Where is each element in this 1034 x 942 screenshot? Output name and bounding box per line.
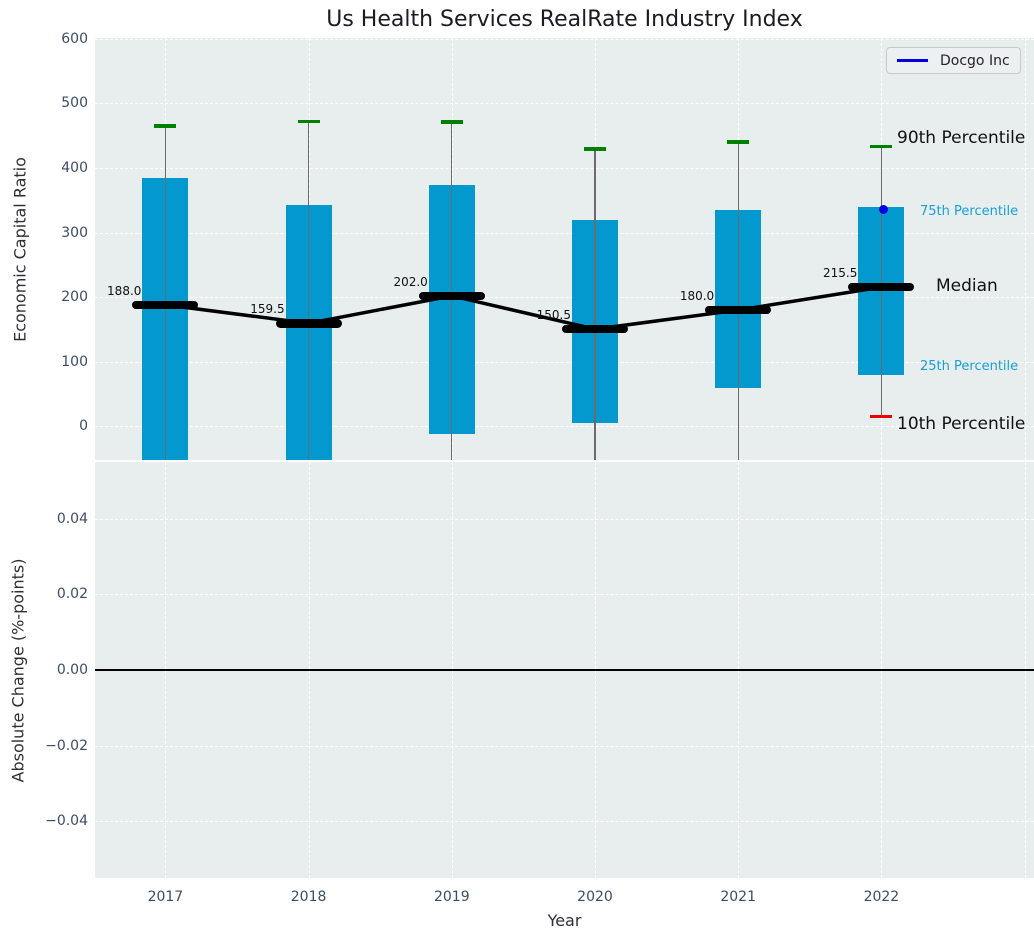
median-value-label: 159.5	[250, 302, 285, 317]
annotation-75th-percentile: 75th Percentile	[920, 203, 1019, 219]
median-marker	[275, 319, 342, 328]
annotation-90th-percentile: 90th Percentile	[897, 127, 1026, 148]
x-tick-label: 2017	[147, 889, 184, 905]
x-tick-label: 2022	[863, 889, 900, 905]
annotation-10th-percentile: 10th Percentile	[897, 413, 1026, 434]
y-axis-label-bottom: Absolute Change (%-points)	[8, 558, 28, 783]
gridline	[95, 594, 1034, 596]
median-marker	[705, 305, 772, 315]
whisker	[164, 125, 167, 460]
median-value-label: 215.5	[823, 266, 858, 281]
legend: Docgo Inc	[886, 47, 1021, 74]
gridline	[95, 361, 1034, 363]
median-value-label: 150.5	[536, 308, 571, 323]
median-marker	[562, 324, 628, 334]
gridline	[95, 426, 1034, 428]
gridline	[95, 232, 1034, 234]
x-tick-label: 2021	[720, 889, 756, 905]
p10-cap	[870, 414, 893, 419]
y-tick-label: 400	[61, 159, 88, 176]
legend-line-swatch	[897, 59, 928, 62]
whisker	[594, 149, 596, 460]
gridline	[95, 167, 1034, 169]
p90-cap	[870, 144, 893, 149]
median-value-label: 202.0	[393, 274, 428, 289]
p90-cap	[584, 147, 606, 151]
y-tick-label: −0.02	[45, 737, 88, 754]
median-marker	[132, 300, 199, 310]
annotation-median: Median	[936, 276, 998, 297]
p90-cap	[297, 119, 320, 124]
bottom-plot	[95, 462, 1034, 878]
top-plot: 188.0 159.5 202.0 150.5 180.0 215.5 90th Perce…	[95, 38, 1034, 460]
docgo-point	[878, 205, 888, 215]
y-tick-label: 300	[61, 224, 88, 241]
gridline	[95, 518, 1034, 520]
y-tick-label: −0.04	[45, 813, 88, 830]
y-tick-label: 0.00	[56, 662, 88, 678]
x-tick-label: 2019	[433, 889, 470, 905]
whisker	[451, 122, 453, 460]
p90-cap	[440, 120, 463, 124]
gridline	[95, 103, 1034, 105]
median-marker	[418, 291, 485, 301]
y-tick-label: 0.02	[56, 586, 88, 603]
legend-label: Docgo Inc	[940, 52, 1010, 69]
whisker	[737, 142, 739, 460]
median-value-label: 188.0	[107, 283, 142, 298]
whisker	[307, 121, 310, 460]
x-axis-label: Year	[547, 911, 582, 930]
y-tick-label: 600	[61, 30, 88, 47]
y-tick-label: 0	[79, 418, 88, 435]
y-axis-label-top: Economic Capital Ratio	[10, 157, 30, 342]
whisker	[880, 146, 883, 417]
x-tick-label: 2018	[290, 889, 327, 905]
y-tick-label: 0.04	[56, 510, 88, 527]
gridline	[95, 821, 1034, 823]
y-tick-label: 100	[61, 353, 88, 370]
gridline	[1024, 38, 1026, 460]
gridline	[95, 38, 1034, 40]
p90-cap	[727, 140, 750, 144]
annotation-25th-percentile: 25th Percentile	[920, 358, 1019, 374]
y-tick-label: 200	[61, 289, 88, 306]
chart-title: Us Health Services RealRate Industry Ind…	[326, 7, 803, 32]
gridline	[95, 745, 1034, 747]
y-tick-label: 500	[61, 95, 88, 112]
median-value-label: 180.0	[679, 289, 715, 304]
p90-cap	[154, 124, 177, 128]
zero-line	[95, 669, 1034, 671]
median-marker	[848, 282, 915, 292]
x-tick-label: 2020	[577, 889, 613, 905]
